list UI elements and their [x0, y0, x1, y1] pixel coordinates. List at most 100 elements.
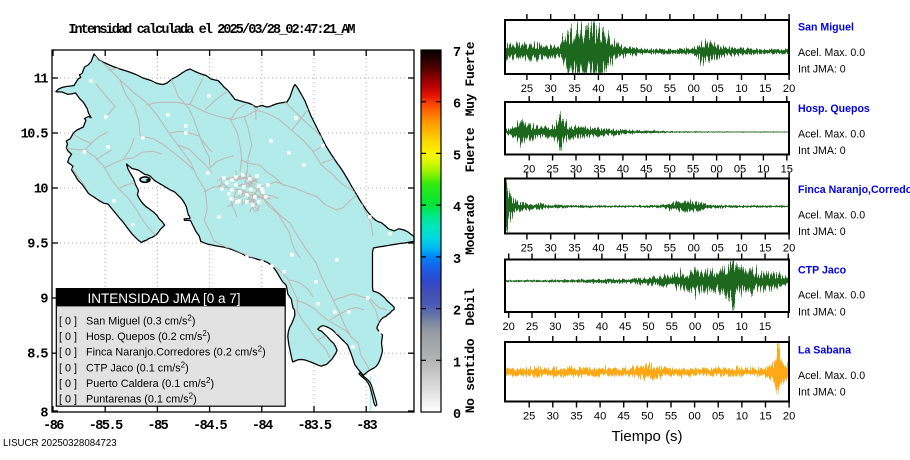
svg-text:Int JMA: 0: Int JMA: 0	[798, 306, 846, 318]
svg-text:-85: -85	[147, 419, 168, 434]
svg-text:05: 05	[712, 411, 724, 423]
svg-text:1: 1	[453, 356, 461, 371]
svg-text:11: 11	[34, 73, 49, 88]
svg-text:Acel. Max. 0.0: Acel. Max. 0.0	[798, 128, 865, 140]
svg-text:8: 8	[40, 407, 48, 422]
svg-text:10: 10	[757, 164, 769, 176]
svg-text:8.5: 8.5	[27, 348, 48, 363]
svg-text:7: 7	[453, 46, 461, 61]
svg-text:50: 50	[640, 243, 652, 255]
svg-text:-83: -83	[356, 419, 377, 434]
svg-text:6: 6	[453, 98, 461, 113]
svg-text:-84: -84	[252, 419, 273, 434]
svg-text:55: 55	[664, 83, 676, 95]
svg-text:9.5: 9.5	[27, 238, 48, 253]
svg-text:Acel. Max. 0.0: Acel. Max. 0.0	[798, 210, 865, 222]
svg-text:05: 05	[711, 243, 723, 255]
svg-text:Fuerte: Fuerte	[463, 127, 478, 172]
svg-text:25: 25	[526, 321, 538, 333]
svg-text:10.5: 10.5	[21, 128, 49, 143]
svg-text:Acel. Max. 0.0: Acel. Max. 0.0	[798, 47, 865, 59]
svg-text:00: 00	[688, 243, 700, 255]
svg-text:30: 30	[570, 164, 582, 176]
svg-text:Int JMA: 0: Int JMA: 0	[798, 145, 846, 157]
svg-text:LISUCR 20250328084723: LISUCR 20250328084723	[3, 438, 117, 449]
svg-text:35: 35	[593, 164, 605, 176]
svg-text:15: 15	[759, 243, 771, 255]
svg-text:[ 0 ]Hosp. Quepos (0.2 cm/s2): [ 0 ] Hosp. Quepos (0.2 cm/s2)	[59, 329, 210, 343]
svg-text:No sentido: No sentido	[463, 338, 478, 413]
svg-text:[ 0 ]CTP Jaco (0.1 cm/s2): [ 0 ] CTP Jaco (0.1 cm/s2)	[59, 360, 189, 374]
svg-text:Muy Fuerte: Muy Fuerte	[463, 41, 478, 116]
svg-text:10: 10	[34, 183, 49, 198]
svg-text:Int JMA: 0: Int JMA: 0	[798, 387, 846, 399]
svg-text:45: 45	[619, 321, 631, 333]
svg-text:-86: -86	[43, 419, 64, 434]
svg-text:Tiempo (s): Tiempo (s)	[611, 428, 682, 445]
svg-text:55: 55	[664, 243, 676, 255]
svg-text:Intensidad calculada el 2025/0: Intensidad calculada el 2025/03/28_02:47…	[68, 23, 355, 38]
svg-text:INTENSIDAD JMA [0 a 7]: INTENSIDAD JMA [0 a 7]	[87, 291, 240, 306]
svg-text:40: 40	[596, 321, 608, 333]
svg-text:Acel. Max. 0.0: Acel. Max. 0.0	[798, 370, 865, 382]
svg-text:Debil: Debil	[463, 288, 478, 326]
svg-text:-85.5: -85.5	[89, 419, 123, 434]
svg-text:35: 35	[572, 321, 584, 333]
svg-text:40: 40	[594, 411, 606, 423]
svg-text:15: 15	[759, 411, 771, 423]
svg-text:Moderado: Moderado	[463, 195, 478, 255]
svg-text:15: 15	[759, 83, 771, 95]
svg-text:20: 20	[523, 164, 535, 176]
svg-text:-83.5: -83.5	[297, 419, 331, 434]
svg-text:-84.5: -84.5	[193, 419, 227, 434]
svg-text:0: 0	[453, 408, 461, 423]
svg-text:2: 2	[453, 305, 461, 320]
svg-text:Hosp. Quepos: Hosp. Quepos	[798, 103, 870, 115]
svg-text:40: 40	[592, 243, 604, 255]
svg-text:20: 20	[783, 411, 795, 423]
svg-text:20: 20	[783, 83, 795, 95]
svg-text:00: 00	[689, 321, 701, 333]
svg-text:35: 35	[568, 83, 580, 95]
svg-text:00: 00	[710, 164, 722, 176]
svg-text:25: 25	[546, 164, 558, 176]
svg-text:40: 40	[592, 83, 604, 95]
svg-text:La Sabana: La Sabana	[798, 345, 851, 357]
svg-text:00: 00	[688, 411, 700, 423]
svg-text:5: 5	[453, 149, 461, 164]
svg-text:55: 55	[666, 321, 678, 333]
svg-text:10: 10	[736, 321, 748, 333]
svg-text:10: 10	[735, 83, 747, 95]
svg-text:20: 20	[503, 321, 515, 333]
svg-text:30: 30	[549, 321, 561, 333]
svg-text:25: 25	[523, 411, 535, 423]
svg-text:3: 3	[453, 253, 461, 268]
svg-text:10: 10	[736, 411, 748, 423]
svg-text:55: 55	[687, 164, 699, 176]
svg-text:05: 05	[734, 164, 746, 176]
svg-text:45: 45	[618, 411, 630, 423]
svg-text:10: 10	[735, 243, 747, 255]
svg-text:[ 0 ]Puerto Caldera (0.1 cm/s2: [ 0 ] Puerto Caldera (0.1 cm/s2)	[59, 376, 214, 390]
svg-text:San Miguel: San Miguel	[798, 22, 854, 34]
svg-text:55: 55	[665, 411, 677, 423]
svg-text:Int JMA: 0: Int JMA: 0	[798, 226, 846, 238]
svg-text:4: 4	[453, 201, 461, 216]
svg-text:Int JMA: 0: Int JMA: 0	[798, 64, 846, 76]
svg-text:50: 50	[664, 164, 676, 176]
svg-text:Finca Naranjo,Corredor: Finca Naranjo,Corredor	[798, 184, 910, 196]
svg-text:25: 25	[521, 243, 533, 255]
svg-text:Acel. Max. 0.0: Acel. Max. 0.0	[798, 290, 865, 302]
svg-text:CTP Jaco: CTP Jaco	[798, 264, 847, 276]
svg-text:15: 15	[781, 164, 793, 176]
svg-text:30: 30	[545, 243, 557, 255]
svg-text:45: 45	[640, 164, 652, 176]
svg-text:[ 0 ]Finca Naranjo.Corredores: [ 0 ] Finca Naranjo.Corredores (0.2 cm/s2…	[59, 345, 266, 359]
svg-text:50: 50	[640, 83, 652, 95]
svg-text:15: 15	[759, 321, 771, 333]
svg-text:20: 20	[783, 243, 795, 255]
svg-text:40: 40	[617, 164, 629, 176]
svg-text:05: 05	[711, 83, 723, 95]
svg-text:45: 45	[616, 83, 628, 95]
svg-text:9: 9	[40, 293, 48, 308]
